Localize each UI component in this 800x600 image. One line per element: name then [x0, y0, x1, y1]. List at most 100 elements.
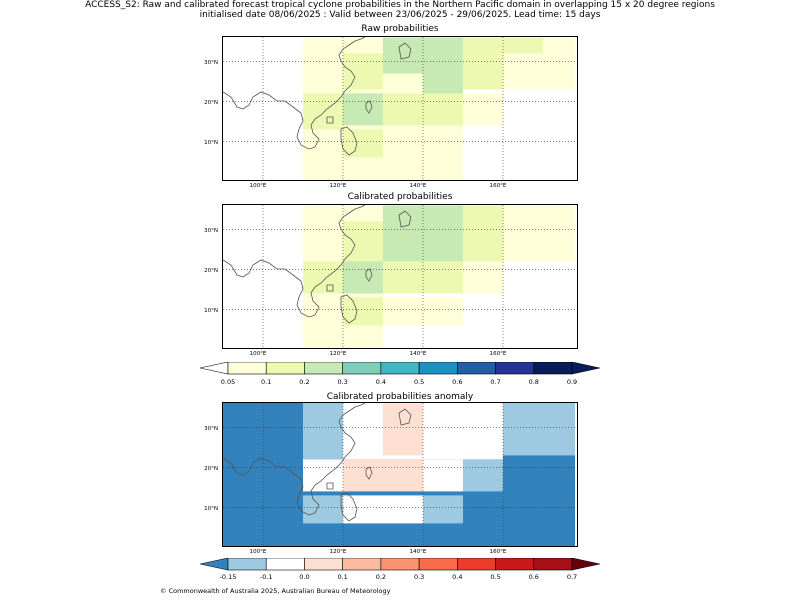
colorbar-segment: [495, 362, 535, 375]
colorbar-tick-label: 0.5: [490, 573, 501, 581]
colorbar-segment: [418, 558, 458, 571]
colorbar-segment: [418, 362, 458, 375]
lon-label-160e: 160°E: [489, 183, 507, 189]
colorbar-tick-label: 0.8: [528, 378, 539, 386]
probability-cell: [503, 53, 575, 90]
colorbar-tick-label: 0.4: [452, 573, 463, 581]
colorbar-under-arrow: [200, 558, 229, 571]
lon-label-100e: 100°E: [249, 351, 267, 357]
coastline: [223, 403, 366, 516]
colorbar-probability: [200, 362, 600, 375]
lat-label-20n: 20°N: [204, 268, 218, 274]
colorbar-under-arrow: [200, 362, 229, 375]
colorbar-tick-label: 0.7: [566, 573, 578, 581]
colorbar-segment: [533, 362, 573, 375]
probability-cell: [423, 495, 463, 524]
probability-cell: [343, 129, 383, 158]
lon-label-120e: 120°E: [329, 549, 347, 555]
colorbar-segment: [342, 362, 382, 375]
probability-cell: [343, 297, 383, 326]
probability-cell: [423, 459, 463, 492]
lat-label-10n: 10°N: [204, 506, 218, 512]
colorbar-tick-label: 0.4: [375, 378, 387, 386]
probability-cell: [343, 93, 383, 126]
probability-cell: [463, 459, 503, 492]
probability-cell: [503, 403, 575, 456]
coastline: [223, 37, 366, 150]
probability-cell: [423, 403, 463, 460]
colorbar-segment: [495, 558, 535, 571]
lat-label-20n: 20°N: [204, 100, 218, 106]
probability-cell: [463, 37, 503, 90]
map-canvas: [223, 37, 577, 180]
panel-title-raw: Raw probabilities: [361, 24, 439, 34]
coastline: [340, 492, 358, 522]
lon-label-100e: 100°E: [249, 183, 267, 189]
coastline: [398, 210, 412, 228]
probability-cell: [303, 129, 343, 158]
coastline: [365, 100, 373, 114]
colorbar-segment: [227, 362, 267, 375]
lon-label-120e: 120°E: [329, 183, 347, 189]
colorbar-segment: [304, 362, 343, 375]
colorbar-tick-label: 0.0: [299, 573, 310, 581]
probability-cell: [463, 403, 503, 460]
probability-cell: [343, 495, 423, 524]
probability-cell: [383, 297, 463, 326]
colorbar-tick-label: 0.05: [220, 378, 236, 386]
map-canvas: [223, 205, 577, 348]
probability-cell: [343, 459, 383, 492]
probability-cell: [383, 403, 423, 456]
colorbar-tick-label: 0.9: [566, 378, 578, 386]
figure-title-line2: initialised date 08/06/2025 : Valid betw…: [199, 10, 601, 20]
probability-cell: [303, 403, 343, 460]
lat-label-30n: 30°N: [204, 60, 218, 66]
colorbar-segment: [380, 558, 420, 571]
lon-label-140e: 140°E: [409, 351, 427, 357]
colorbar-segment: [304, 558, 343, 571]
probability-cell: [463, 205, 503, 262]
probability-cell: [383, 129, 463, 158]
probability-cell: [503, 205, 575, 262]
lon-label-140e: 140°E: [409, 549, 427, 555]
lon-label-100e: 100°E: [249, 549, 267, 555]
probability-cell: [543, 37, 575, 54]
colorbar-tick-label: -0.1: [259, 573, 273, 581]
panel-title-calibrated: Calibrated probabilities: [347, 192, 453, 202]
probability-cell: [303, 297, 343, 326]
colorbar-tick-label: 0.7: [490, 378, 501, 386]
lat-label-30n: 30°N: [204, 426, 218, 432]
colorbar-tick-label: 0.3: [413, 573, 425, 581]
lat-label-20n: 20°N: [204, 466, 218, 472]
map-panel-anomaly: [222, 402, 578, 547]
coastline: [223, 205, 366, 318]
colorbar-tick-label: 0.2: [299, 378, 310, 386]
colorbar-segment: [457, 362, 496, 375]
probability-cell: [343, 261, 383, 294]
probability-cell: [503, 37, 543, 54]
probability-cell: [383, 459, 423, 492]
coastline: [326, 284, 334, 292]
coastline: [365, 466, 373, 480]
probability-cell: [383, 53, 423, 74]
colorbar-tick-label: 0.2: [375, 573, 387, 581]
lat-label-30n: 30°N: [204, 228, 218, 234]
colorbar-anomaly: [200, 558, 600, 571]
map-canvas: [223, 403, 577, 546]
copyright-notice: © Commonwealth of Australia 2025, Austra…: [160, 587, 391, 595]
coastline: [365, 268, 373, 282]
colorbar-segment: [533, 558, 573, 571]
colorbar-over-arrow: [571, 558, 600, 571]
lat-label-10n: 10°N: [204, 308, 218, 314]
map-panel-raw: [222, 36, 578, 181]
lon-label-140e: 140°E: [409, 183, 427, 189]
probability-cell: [343, 53, 383, 90]
colorbar-over-arrow: [571, 362, 600, 375]
lon-label-120e: 120°E: [329, 351, 347, 357]
probability-cell: [463, 261, 503, 294]
probability-cell: [303, 93, 343, 130]
coastline: [326, 116, 334, 124]
colorbar-segment: [265, 362, 305, 375]
probability-cell: [423, 53, 463, 94]
figure-title-line1: ACCESS_S2: Raw and calibrated forecast t…: [85, 0, 715, 10]
